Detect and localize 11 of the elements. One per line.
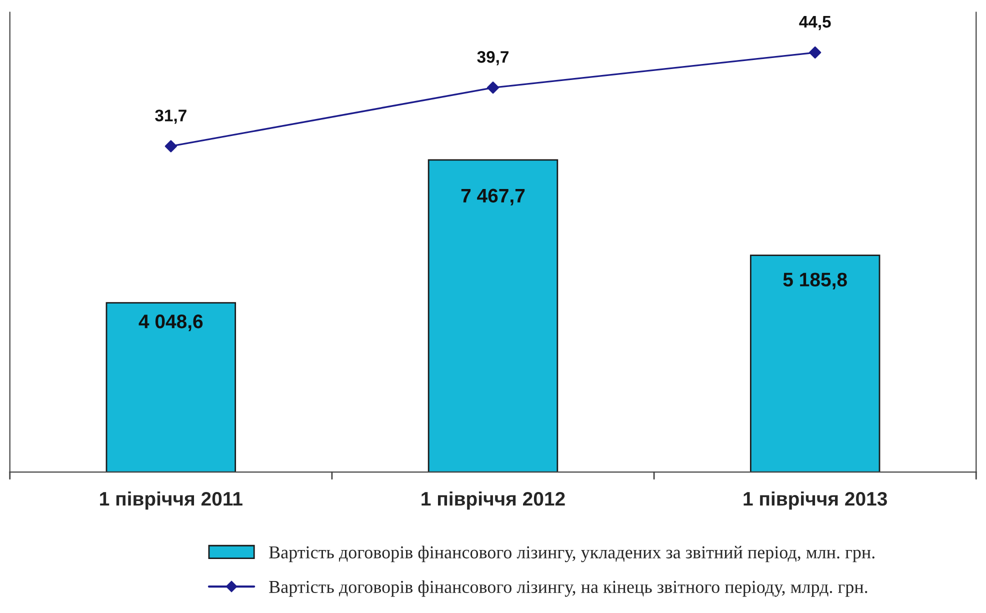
data-label: 5 185,8 [783, 272, 847, 290]
data-label: 44,5 [799, 16, 831, 30]
legend-label: Вартість договорів фінансового лізингу, на кінець звітного періоду, млрд. грн. [269, 580, 868, 597]
x-tick-label: 1 півріччя 2011 [100, 491, 242, 510]
x-tick-label: 1 півріччя 2013 [744, 491, 887, 510]
data-label: 31,7 [155, 110, 186, 124]
data-label: 39,7 [477, 51, 508, 66]
legend-label: Вартість договорів фінансового лізингу, укладених за звітний період, млн. грн. [269, 546, 874, 562]
data-label: 7 467,7 [461, 188, 525, 206]
data-label: 4 048,6 [138, 314, 203, 332]
x-tick-label: 1 півріччя 2012 [422, 491, 565, 510]
